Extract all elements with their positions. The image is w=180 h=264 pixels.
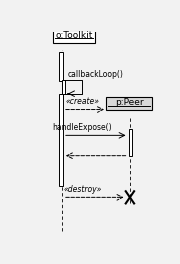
Text: callbackLoop(): callbackLoop() (67, 70, 123, 79)
Text: «destroy»: «destroy» (63, 185, 102, 194)
Bar (106, 97, 152, 110)
Text: p:Peer: p:Peer (115, 98, 143, 107)
Text: o:Toolkit: o:Toolkit (55, 31, 93, 40)
Text: handleExpose(): handleExpose() (53, 123, 112, 132)
Bar (62, 81, 65, 94)
Bar (129, 129, 132, 156)
Bar (59, 52, 63, 82)
Bar (53, 30, 95, 43)
Text: «create»: «create» (66, 97, 100, 106)
Bar (59, 94, 63, 186)
